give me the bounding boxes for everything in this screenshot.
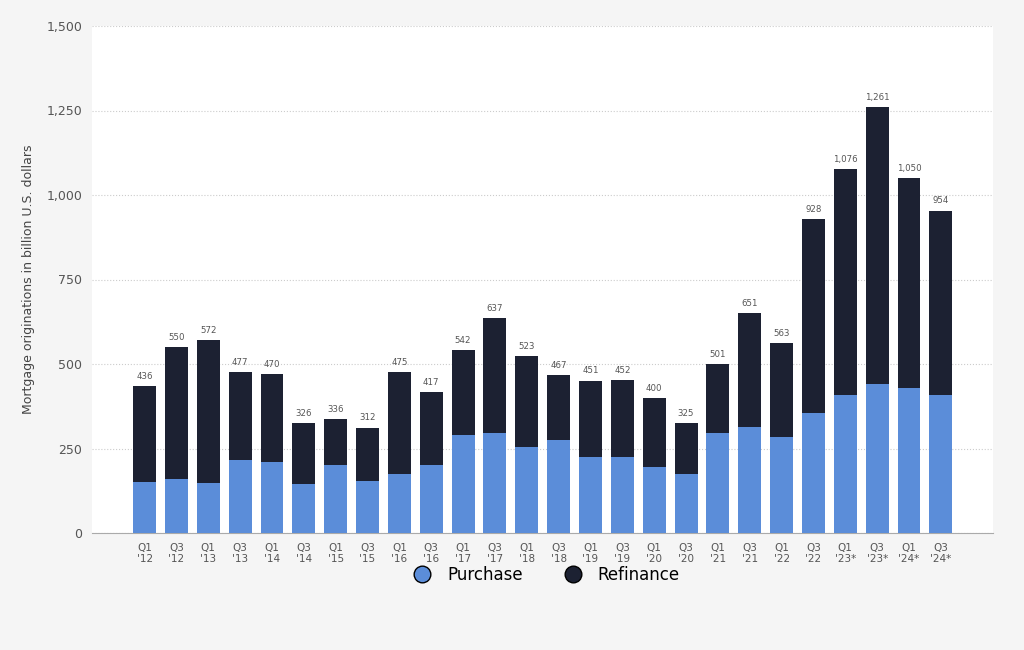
Bar [260, 462, 284, 533]
Text: 436: 436 [136, 372, 153, 380]
Bar [197, 483, 220, 533]
Text: 1,076: 1,076 [833, 155, 858, 164]
Bar [228, 372, 252, 460]
Bar [865, 107, 889, 384]
Text: 336: 336 [328, 406, 344, 414]
Bar [356, 480, 379, 533]
Bar [930, 395, 952, 533]
Legend: Purchase, Refinance: Purchase, Refinance [398, 559, 687, 591]
Text: 572: 572 [200, 326, 216, 335]
Bar [260, 374, 284, 462]
Bar [707, 363, 729, 434]
Bar [579, 380, 602, 457]
Text: 1,261: 1,261 [865, 93, 890, 101]
Text: 400: 400 [646, 384, 663, 393]
Bar [293, 484, 315, 533]
Bar [133, 385, 156, 482]
Text: 477: 477 [231, 358, 249, 367]
Bar [133, 482, 156, 533]
Bar [452, 350, 474, 435]
Bar [388, 372, 411, 474]
Bar [738, 313, 761, 426]
Bar [865, 384, 889, 533]
Text: 470: 470 [264, 360, 281, 369]
Text: 325: 325 [678, 409, 694, 418]
Bar [675, 474, 697, 533]
Bar [738, 426, 761, 533]
Text: 550: 550 [168, 333, 184, 342]
Bar [802, 413, 825, 533]
Bar [483, 434, 507, 533]
Bar [515, 356, 539, 447]
Bar [388, 474, 411, 533]
Bar [483, 318, 507, 434]
Text: 637: 637 [486, 304, 503, 313]
Bar [898, 387, 921, 533]
Text: 1,050: 1,050 [897, 164, 922, 173]
Bar [643, 398, 666, 467]
Bar [579, 457, 602, 533]
Text: 928: 928 [805, 205, 821, 214]
Bar [515, 447, 539, 533]
Bar [293, 422, 315, 484]
Text: 467: 467 [550, 361, 567, 370]
Bar [452, 435, 474, 533]
Text: 651: 651 [741, 299, 758, 308]
Bar [930, 211, 952, 395]
Bar [197, 340, 220, 483]
Bar [325, 465, 347, 533]
Bar [228, 460, 252, 533]
Bar [420, 392, 442, 465]
Bar [611, 380, 634, 457]
Text: 954: 954 [933, 196, 949, 205]
Text: 501: 501 [710, 350, 726, 359]
Text: 451: 451 [583, 367, 599, 376]
Text: 475: 475 [391, 358, 408, 367]
Bar [802, 219, 825, 413]
Bar [707, 434, 729, 533]
Bar [643, 467, 666, 533]
Bar [834, 395, 857, 533]
Text: 417: 417 [423, 378, 439, 387]
Text: 563: 563 [773, 329, 790, 337]
Text: 312: 312 [359, 413, 376, 423]
Text: 452: 452 [614, 366, 631, 375]
Bar [770, 437, 793, 533]
Bar [165, 347, 187, 479]
Bar [420, 465, 442, 533]
Bar [325, 419, 347, 465]
Text: 326: 326 [296, 409, 312, 418]
Text: 523: 523 [518, 342, 536, 351]
Bar [547, 375, 570, 440]
Bar [898, 178, 921, 387]
Bar [834, 169, 857, 395]
Bar [611, 457, 634, 533]
Text: 542: 542 [455, 336, 471, 344]
Bar [770, 343, 793, 437]
Bar [165, 479, 187, 533]
Bar [547, 440, 570, 533]
Bar [675, 423, 697, 474]
Y-axis label: Mortgage originations in billion U.S. dollars: Mortgage originations in billion U.S. do… [23, 145, 36, 414]
Bar [356, 428, 379, 480]
